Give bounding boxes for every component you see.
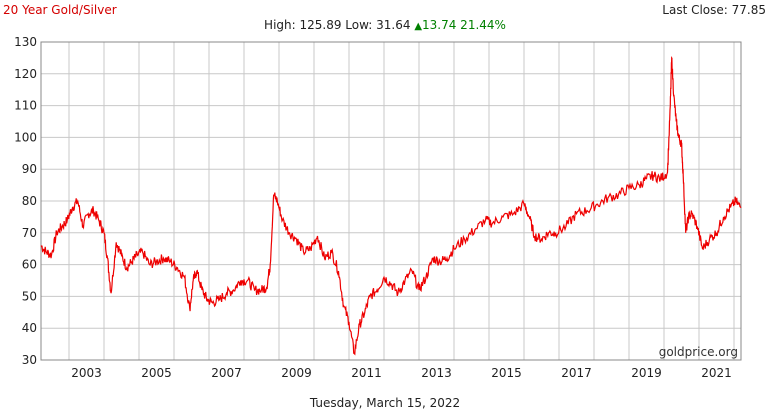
last-close-label: Last Close: 77.85 bbox=[662, 3, 766, 17]
y-axis: 30 40 50 60 70 80 90 100 110 120 130 bbox=[14, 35, 37, 367]
x-axis: 2003 2005 2007 2009 2011 2013 2015 2017 2019 2021 bbox=[71, 366, 732, 380]
plot-frame bbox=[40, 41, 742, 361]
y-tick-label: 50 bbox=[22, 289, 37, 303]
y-tick-label: 70 bbox=[22, 226, 37, 240]
watermark: goldprice.org bbox=[659, 345, 738, 359]
y-tick-label: 120 bbox=[14, 67, 37, 81]
high-low-stats: High: 125.89 Low: 31.64 bbox=[264, 18, 410, 32]
x-tick-label: 2007 bbox=[211, 366, 242, 380]
x-tick-label: 2011 bbox=[351, 366, 382, 380]
y-tick-label: 110 bbox=[14, 99, 37, 113]
series-line-gold-silver-ratio bbox=[40, 55, 742, 356]
x-tick-label: 2021 bbox=[701, 366, 732, 380]
stats-line: High: 125.89 Low: 31.64 ▲13.74 21.44% bbox=[264, 18, 506, 32]
x-tick-label: 2019 bbox=[631, 366, 662, 380]
y-tick-label: 90 bbox=[22, 162, 37, 176]
x-tick-label: 2015 bbox=[491, 366, 522, 380]
x-tick-label: 2017 bbox=[561, 366, 592, 380]
y-tick-label: 80 bbox=[22, 194, 37, 208]
x-tick-label: 2003 bbox=[71, 366, 102, 380]
x-tick-label: 2013 bbox=[421, 366, 452, 380]
change-value: 13.74 21.44% bbox=[422, 18, 506, 32]
grid bbox=[41, 41, 741, 361]
footer-date: Tuesday, March 15, 2022 bbox=[309, 396, 460, 410]
y-tick-label: 130 bbox=[14, 35, 37, 49]
y-tick-label: 40 bbox=[22, 321, 37, 335]
up-arrow-icon: ▲ bbox=[414, 21, 422, 32]
x-tick-label: 2005 bbox=[141, 366, 172, 380]
y-tick-label: 30 bbox=[22, 353, 37, 367]
x-tick-label: 2009 bbox=[281, 366, 312, 380]
y-tick-label: 100 bbox=[14, 130, 37, 144]
chart-title: 20 Year Gold/Silver bbox=[3, 3, 117, 17]
y-tick-label: 60 bbox=[22, 258, 37, 272]
